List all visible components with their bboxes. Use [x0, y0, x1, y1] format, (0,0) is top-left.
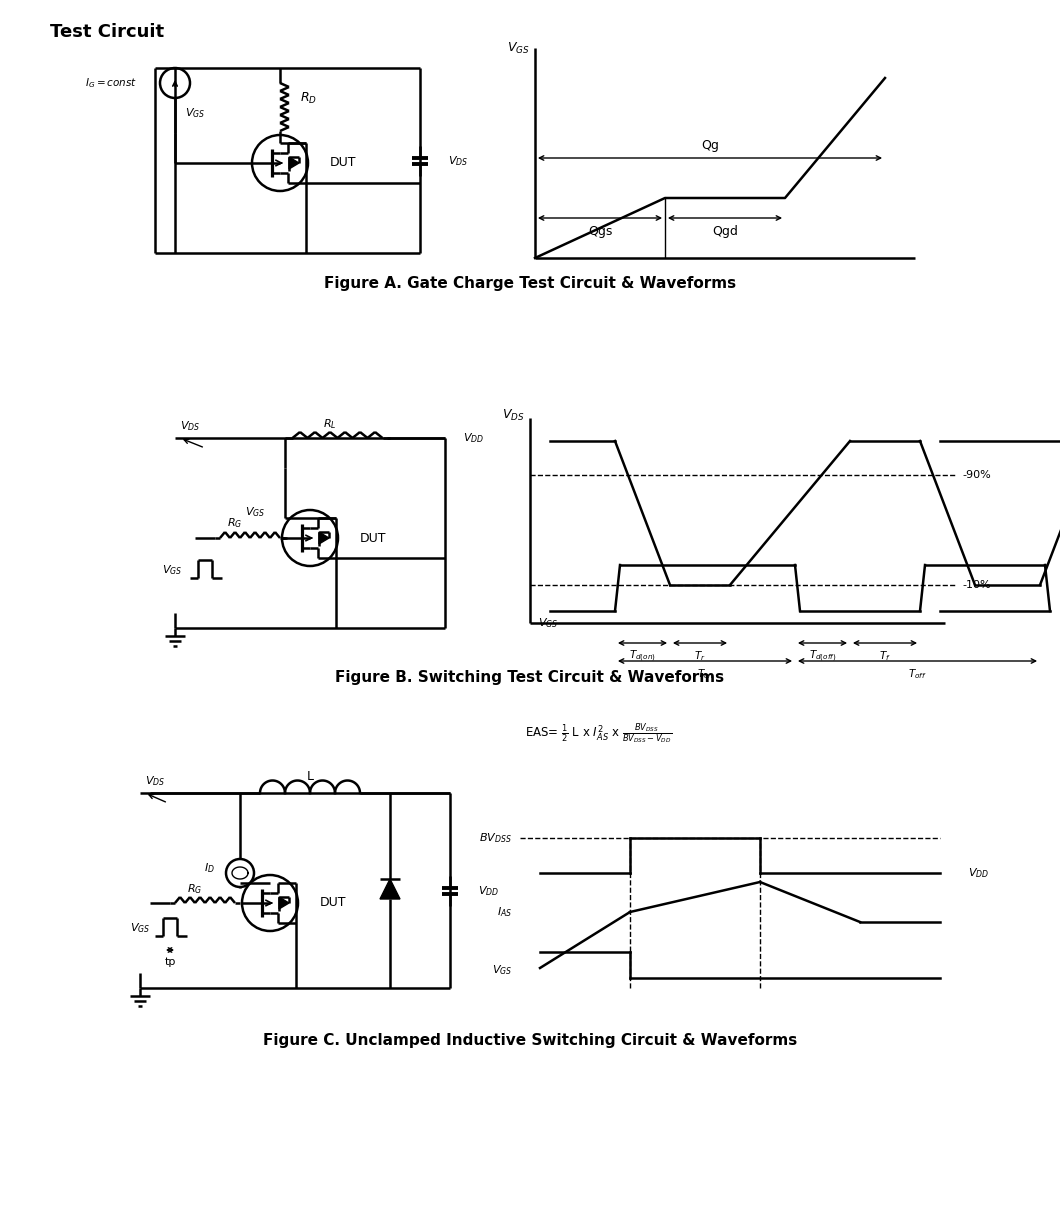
Text: $I_D$: $I_D$ — [205, 861, 215, 874]
Text: $T_{on}$: $T_{on}$ — [696, 667, 713, 680]
Text: Figure A. Gate Charge Test Circuit & Waveforms: Figure A. Gate Charge Test Circuit & Wav… — [324, 276, 736, 291]
Text: $V_{GS}$: $V_{GS}$ — [162, 564, 182, 577]
Text: -90%: -90% — [962, 470, 991, 480]
Text: $R_D$: $R_D$ — [300, 91, 317, 106]
Text: $T_{d(on)}$: $T_{d(on)}$ — [629, 648, 656, 663]
Text: $V_{DS}$: $V_{DS}$ — [502, 408, 525, 422]
Text: Figure B. Switching Test Circuit & Waveforms: Figure B. Switching Test Circuit & Wavef… — [335, 670, 725, 685]
Text: $R_L$: $R_L$ — [323, 418, 337, 431]
Text: Qgs: Qgs — [588, 225, 613, 237]
Text: $V_{GS}$: $V_{GS}$ — [245, 505, 265, 519]
Text: $T_{off}$: $T_{off}$ — [908, 667, 926, 680]
Text: $T_{d(off)}$: $T_{d(off)}$ — [809, 648, 836, 663]
Text: $V_{GS}$: $V_{GS}$ — [129, 921, 151, 935]
Text: DUT: DUT — [360, 532, 387, 544]
Text: tp: tp — [164, 957, 176, 966]
Text: EAS= $\frac{1}{2}$ L x $I_{AS}^{2}$ x $\frac{BV_{DSS}}{BV_{DSS}-V_{DD}}$: EAS= $\frac{1}{2}$ L x $I_{AS}^{2}$ x $\… — [525, 721, 672, 745]
Polygon shape — [319, 532, 329, 544]
Text: $BV_{DSS}$: $BV_{DSS}$ — [479, 831, 512, 845]
Text: $I_{AS}$: $I_{AS}$ — [497, 905, 512, 919]
Text: $R_G$: $R_G$ — [227, 516, 243, 530]
Text: $R_G$: $R_G$ — [188, 882, 202, 896]
Text: $V_{GS}$: $V_{GS}$ — [538, 616, 559, 630]
Text: $V_{GS}$: $V_{GS}$ — [508, 41, 530, 55]
Text: DUT: DUT — [330, 156, 356, 169]
Text: $V_{DS}$: $V_{DS}$ — [180, 419, 200, 433]
Text: L: L — [306, 770, 314, 783]
Polygon shape — [279, 896, 289, 909]
Text: $I_G{=}const$: $I_G{=}const$ — [85, 76, 137, 90]
Text: $V_{DD}$: $V_{DD}$ — [968, 866, 989, 880]
Polygon shape — [289, 157, 299, 169]
Text: $T_r$: $T_r$ — [694, 650, 706, 663]
Text: $V_{DD}$: $V_{DD}$ — [478, 884, 499, 898]
Text: -10%: -10% — [962, 580, 991, 589]
Text: Qgd: Qgd — [712, 225, 738, 237]
Text: $T_f$: $T_f$ — [879, 650, 890, 663]
Polygon shape — [379, 879, 400, 899]
Text: $V_{GS}$: $V_{GS}$ — [184, 106, 206, 120]
Text: $V_{DS}$: $V_{DS}$ — [145, 774, 165, 788]
Text: DUT: DUT — [320, 896, 347, 910]
Text: $V_{DS}$: $V_{DS}$ — [448, 154, 469, 168]
Text: $V_{GS}$: $V_{GS}$ — [492, 963, 512, 977]
Text: Figure C. Unclamped Inductive Switching Circuit & Waveforms: Figure C. Unclamped Inductive Switching … — [263, 1033, 797, 1047]
Text: $V_{DD}$: $V_{DD}$ — [463, 431, 484, 445]
Text: Test Circuit: Test Circuit — [50, 23, 164, 41]
Text: Qg: Qg — [701, 140, 719, 152]
